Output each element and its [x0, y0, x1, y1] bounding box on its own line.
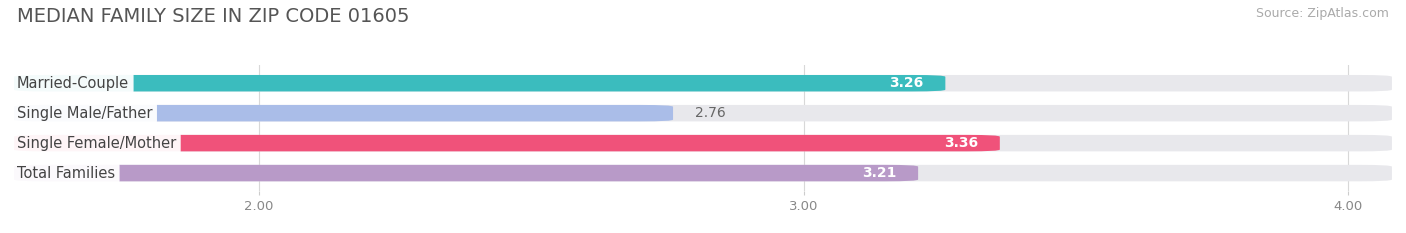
Text: Single Male/Father: Single Male/Father	[17, 106, 152, 121]
FancyBboxPatch shape	[14, 75, 945, 92]
FancyBboxPatch shape	[14, 165, 1392, 181]
Text: 3.21: 3.21	[862, 166, 897, 180]
Text: 2.76: 2.76	[695, 106, 725, 120]
FancyBboxPatch shape	[14, 75, 1392, 92]
FancyBboxPatch shape	[14, 165, 918, 181]
FancyBboxPatch shape	[14, 135, 1392, 151]
Text: Married-Couple: Married-Couple	[17, 76, 129, 91]
FancyBboxPatch shape	[14, 105, 673, 121]
Text: 3.36: 3.36	[943, 136, 979, 150]
FancyBboxPatch shape	[14, 135, 1000, 151]
Text: Source: ZipAtlas.com: Source: ZipAtlas.com	[1256, 7, 1389, 20]
Text: MEDIAN FAMILY SIZE IN ZIP CODE 01605: MEDIAN FAMILY SIZE IN ZIP CODE 01605	[17, 7, 409, 26]
Text: Single Female/Mother: Single Female/Mother	[17, 136, 176, 151]
FancyBboxPatch shape	[14, 105, 1392, 121]
Text: 3.26: 3.26	[890, 76, 924, 90]
Text: Total Families: Total Families	[17, 166, 115, 181]
